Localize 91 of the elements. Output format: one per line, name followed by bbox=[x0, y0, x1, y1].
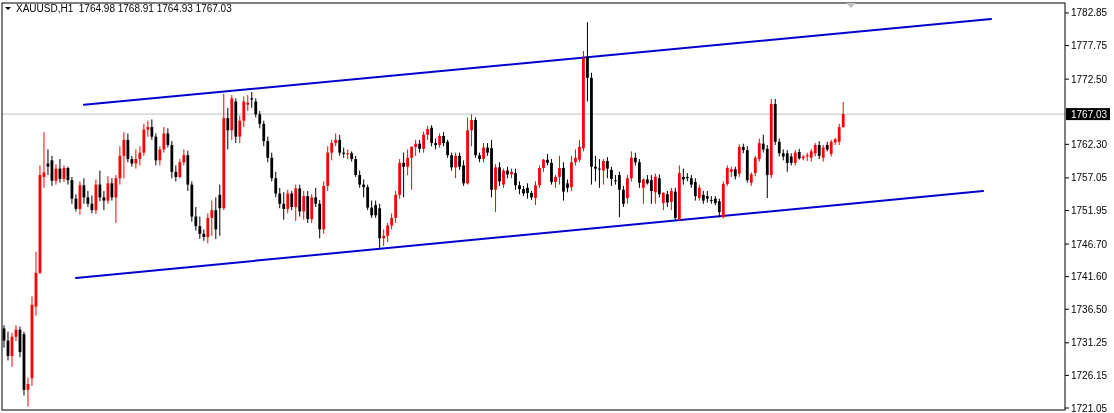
y-tick-label: 1751.95 bbox=[1071, 205, 1108, 216]
candlestick bbox=[550, 158, 553, 186]
candlestick bbox=[610, 166, 613, 187]
candlestick bbox=[294, 184, 298, 222]
candlestick bbox=[270, 152, 274, 182]
y-tick-label: 1746.70 bbox=[1071, 238, 1108, 250]
candlestick bbox=[470, 113, 473, 147]
candlestick bbox=[669, 187, 673, 211]
candlestick bbox=[618, 171, 621, 218]
candlestick bbox=[194, 206, 198, 232]
y-tick-label: 1757.05 bbox=[1071, 172, 1108, 184]
candlestick bbox=[594, 155, 597, 182]
y-tick-label: 1762.30 bbox=[1071, 138, 1108, 150]
candlestick bbox=[498, 161, 501, 187]
y-tick-label: 1772.50 bbox=[1071, 73, 1108, 85]
candlestick bbox=[693, 177, 697, 202]
candlestick bbox=[649, 174, 653, 205]
candlestick bbox=[266, 136, 270, 163]
candlestick bbox=[314, 187, 318, 208]
chart-title: XAUUSD,H1 1764.98 1768.91 1764.93 1767.03 bbox=[16, 3, 233, 14]
candlestick bbox=[354, 155, 358, 178]
candlestick bbox=[630, 150, 633, 182]
candlestick bbox=[626, 174, 629, 205]
candlestick bbox=[657, 173, 661, 198]
candlestick bbox=[226, 107, 230, 150]
candlestick bbox=[562, 161, 565, 202]
candlestick bbox=[166, 127, 170, 149]
candlestick bbox=[514, 168, 517, 191]
candlestick bbox=[274, 171, 278, 198]
y-tick-label: 1731.25 bbox=[1071, 337, 1108, 349]
candlestick bbox=[238, 115, 242, 144]
candlestick bbox=[622, 185, 625, 208]
candlestick bbox=[366, 184, 370, 211]
candlestick bbox=[310, 193, 314, 224]
candlestick bbox=[242, 95, 246, 128]
candlestick bbox=[110, 177, 114, 202]
candlestick bbox=[725, 164, 729, 187]
candlestick bbox=[346, 148, 350, 160]
candlestick bbox=[558, 155, 561, 186]
candlestick bbox=[606, 156, 609, 179]
candlestick bbox=[134, 148, 138, 170]
candlestick bbox=[841, 101, 845, 129]
candlestick bbox=[502, 168, 505, 189]
candlestick bbox=[210, 200, 214, 237]
candlestick bbox=[306, 190, 310, 224]
candlestick bbox=[254, 97, 258, 118]
candlestick bbox=[614, 174, 617, 186]
candlestick bbox=[638, 158, 641, 189]
ref-line-label: 1767.03 bbox=[1071, 108, 1108, 120]
candlestick bbox=[218, 184, 222, 237]
candlestick bbox=[406, 148, 410, 176]
candlestick bbox=[402, 152, 406, 198]
candlestick bbox=[394, 190, 398, 224]
candlestick bbox=[386, 222, 390, 243]
candlestick bbox=[586, 21, 589, 103]
candlestick bbox=[286, 189, 290, 214]
candlestick bbox=[298, 184, 302, 218]
candlestick bbox=[302, 190, 306, 221]
candlestick bbox=[494, 163, 497, 213]
candlestick bbox=[534, 180, 537, 206]
candlestick bbox=[290, 190, 294, 211]
candlestick bbox=[214, 196, 218, 240]
candlestick bbox=[785, 149, 789, 173]
candlestick bbox=[430, 124, 433, 147]
candlestick bbox=[653, 173, 657, 205]
y-tick-label: 1726.15 bbox=[1071, 369, 1108, 381]
candlestick bbox=[178, 158, 182, 179]
candlestick bbox=[602, 158, 605, 186]
candlestick bbox=[338, 134, 342, 157]
candlestick bbox=[126, 132, 130, 163]
candlestick bbox=[262, 120, 266, 147]
candlestick bbox=[598, 158, 601, 189]
candlestick bbox=[330, 139, 334, 161]
candlestick bbox=[198, 216, 202, 240]
candlestick bbox=[538, 164, 541, 189]
y-tick-label: 1721.05 bbox=[1071, 402, 1108, 413]
candlestick bbox=[454, 152, 457, 179]
y-tick-label: 1741.60 bbox=[1071, 271, 1108, 283]
y-tick-label: 1736.50 bbox=[1071, 303, 1108, 315]
candlestick bbox=[462, 159, 465, 187]
candlestick bbox=[837, 123, 841, 146]
candlestick bbox=[642, 177, 645, 205]
y-tick-label: 1777.75 bbox=[1071, 40, 1108, 52]
candlestick bbox=[410, 145, 414, 191]
candlestick bbox=[278, 187, 282, 209]
candlestick bbox=[422, 131, 425, 154]
candlestick bbox=[282, 191, 286, 221]
candlestick bbox=[482, 142, 485, 163]
candlestick bbox=[206, 212, 210, 244]
y-tick-label: 1782.85 bbox=[1071, 7, 1108, 19]
candlestick bbox=[717, 198, 721, 218]
